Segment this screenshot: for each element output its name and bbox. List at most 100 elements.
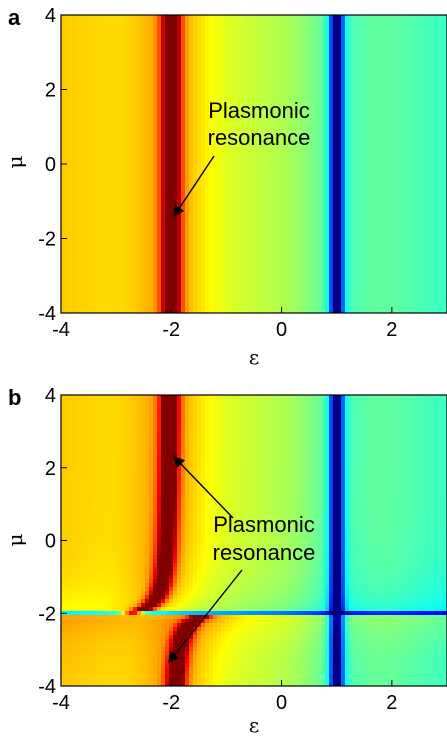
heatmap-cell	[149, 147, 154, 152]
heatmap-cell	[129, 115, 134, 120]
heatmap-cell	[317, 115, 322, 120]
heatmap-cell	[209, 147, 214, 152]
heatmap-cell	[165, 191, 170, 196]
heatmap-cell	[133, 207, 138, 212]
heatmap-cell	[285, 27, 290, 32]
heatmap-cell	[89, 43, 94, 48]
heatmap-cell	[109, 39, 114, 44]
heatmap-cell	[145, 291, 150, 296]
heatmap-cell	[121, 119, 126, 124]
heatmap-cell	[257, 43, 262, 48]
heatmap-cell	[273, 311, 278, 313]
heatmap-cell	[85, 103, 90, 108]
heatmap-cell	[245, 239, 250, 244]
heatmap-cell	[105, 139, 110, 144]
heatmap-cell	[241, 31, 246, 36]
heatmap-cell	[313, 215, 318, 220]
heatmap-cell	[213, 51, 218, 56]
heatmap-cell	[65, 51, 70, 56]
heatmap-cell	[197, 147, 202, 152]
heatmap-cell	[249, 143, 254, 148]
heatmap-cell	[133, 291, 138, 296]
heatmap-cell	[61, 271, 66, 276]
heatmap-cell	[285, 283, 290, 288]
heatmap-cell	[309, 87, 314, 92]
heatmap-cell	[61, 227, 66, 232]
heatmap-cell	[153, 243, 158, 248]
heatmap-cell	[233, 127, 238, 132]
heatmap-cell	[193, 111, 198, 116]
heatmap-cell	[133, 75, 138, 80]
heatmap-cell	[257, 187, 262, 192]
heatmap-cell	[301, 295, 306, 300]
heatmap-cell	[261, 243, 266, 248]
heatmap-cell	[101, 147, 106, 152]
heatmap-cell	[157, 287, 162, 292]
heatmap-cell	[217, 103, 222, 108]
heatmap-cell	[61, 243, 66, 248]
heatmap-cell	[193, 59, 198, 64]
heatmap-cell	[125, 187, 130, 192]
heatmap-cell	[61, 111, 66, 116]
heatmap-cell	[293, 279, 298, 284]
heatmap-cell	[89, 59, 94, 64]
heatmap-cell	[209, 195, 214, 200]
heatmap-cell	[157, 211, 162, 216]
heatmap-cell	[229, 115, 234, 120]
heatmap-cell	[109, 195, 114, 200]
heatmap-cell	[81, 15, 86, 20]
heatmap-cell	[213, 307, 218, 312]
heatmap-cell	[97, 43, 102, 48]
heatmap-cell	[133, 27, 138, 32]
heatmap-cell	[157, 23, 162, 28]
heatmap-cell	[61, 239, 66, 244]
heatmap-cell	[117, 175, 122, 180]
heatmap-cell	[225, 223, 230, 228]
heatmap-cell	[61, 299, 66, 304]
heatmap-cell	[213, 127, 218, 132]
heatmap-cell	[89, 267, 94, 272]
heatmap-cell	[265, 203, 270, 208]
heatmap-cell	[309, 247, 314, 252]
heatmap-cell	[141, 71, 146, 76]
heatmap-cell	[69, 59, 74, 64]
heatmap-cell	[165, 247, 170, 252]
heatmap-cell	[125, 307, 130, 312]
heatmap-cell	[213, 239, 218, 244]
heatmap-cell	[133, 187, 138, 192]
heatmap-cell	[269, 63, 274, 68]
heatmap-cell	[249, 211, 254, 216]
heatmap-cell	[265, 179, 270, 184]
heatmap-cell	[97, 175, 102, 180]
heatmap-cell	[301, 311, 306, 313]
heatmap-cell	[161, 239, 166, 244]
heatmap-cell	[265, 95, 270, 100]
heatmap-cell	[209, 263, 214, 268]
heatmap-cell	[129, 211, 134, 216]
heatmap-cell	[169, 175, 174, 180]
heatmap-cell	[233, 179, 238, 184]
heatmap-cell	[69, 127, 74, 132]
heatmap-cell	[197, 211, 202, 216]
heatmap-cell	[77, 207, 82, 212]
heatmap-cell	[105, 159, 110, 164]
heatmap-cell	[293, 103, 298, 108]
heatmap-cell	[193, 135, 198, 140]
heatmap-cell	[229, 291, 234, 296]
heatmap-cell	[101, 43, 106, 48]
heatmap-cell	[257, 15, 262, 20]
heatmap-cell	[317, 311, 322, 313]
heatmap-cell	[265, 223, 270, 228]
heatmap-cell	[281, 283, 286, 288]
heatmap-cell	[193, 271, 198, 276]
heatmap-cell	[277, 147, 282, 152]
heatmap-cell	[165, 235, 170, 240]
heatmap-cell	[69, 47, 74, 52]
heatmap-cell	[309, 63, 314, 68]
heatmap-cell	[269, 127, 274, 132]
heatmap-cell	[281, 227, 286, 232]
heatmap-cell	[273, 75, 278, 80]
heatmap-cell	[165, 227, 170, 232]
heatmap-cell	[285, 195, 290, 200]
heatmap-cell	[269, 139, 274, 144]
